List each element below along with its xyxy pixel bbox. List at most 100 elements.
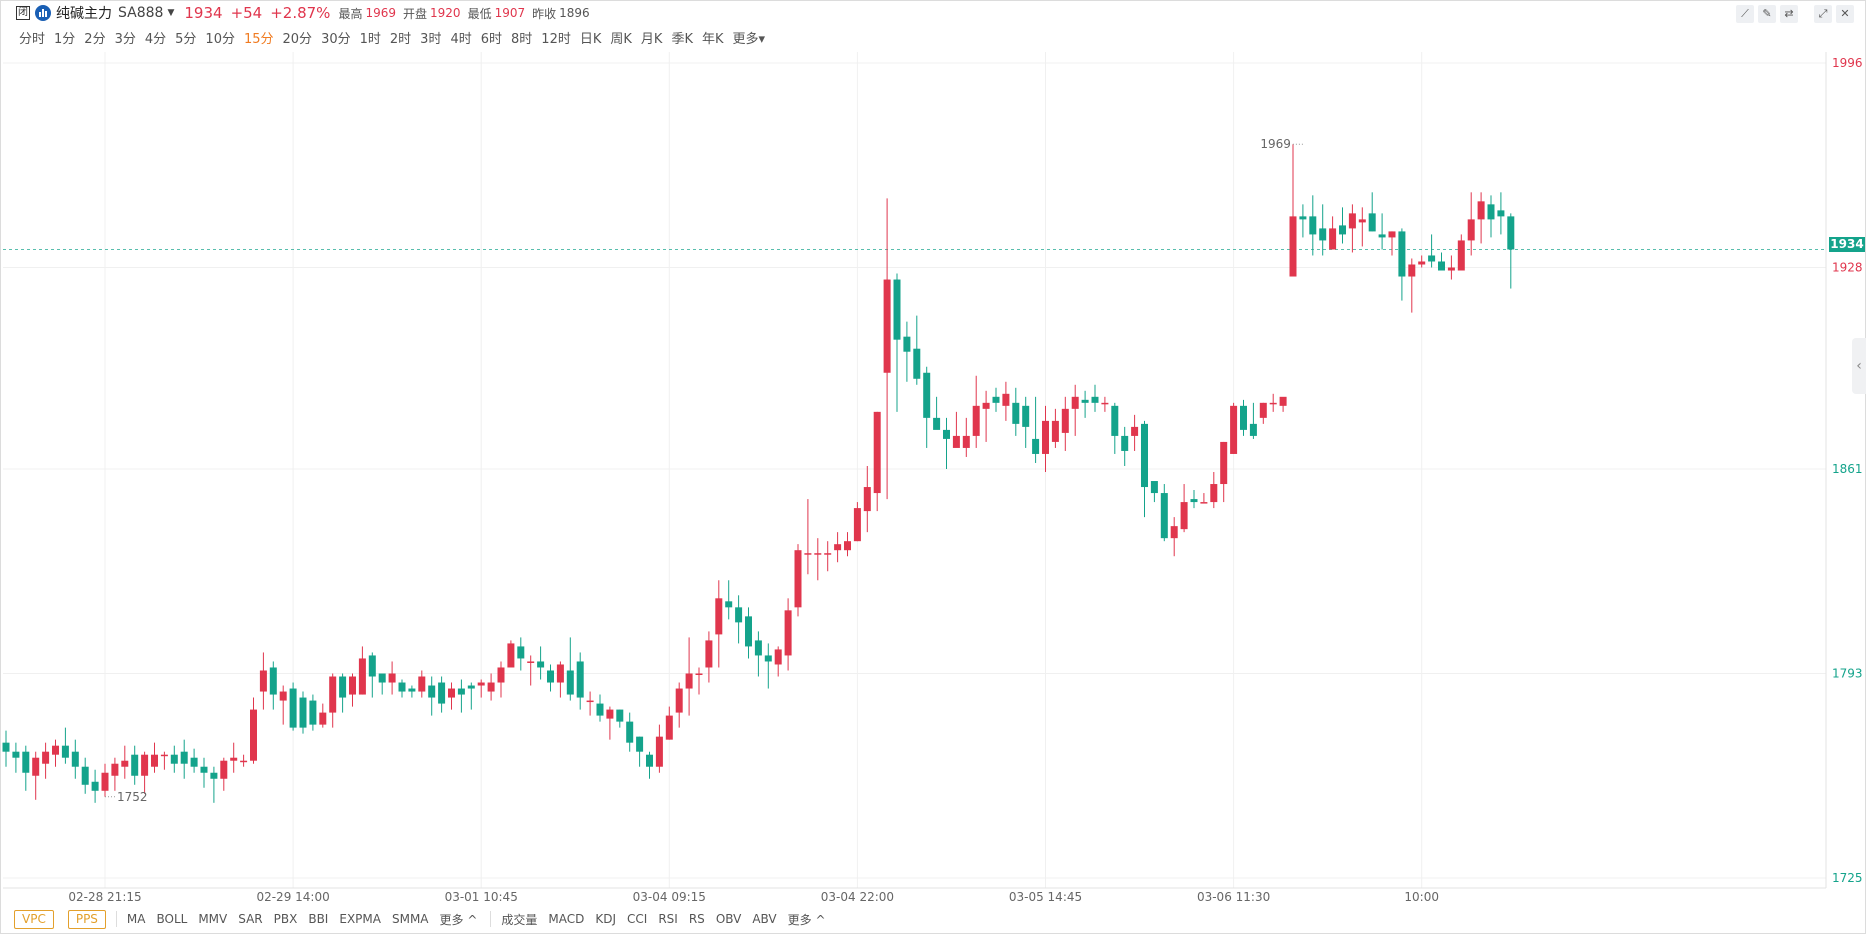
pen-tool-icon[interactable]: ✎: [1758, 5, 1776, 23]
candle-body-78: [774, 649, 782, 665]
period-17[interactable]: 日K: [579, 32, 602, 47]
period-3[interactable]: 3分: [114, 32, 136, 47]
overlay-toggle-1[interactable]: PPS: [67, 909, 106, 929]
candle-body-81: [804, 553, 812, 555]
candle-body-125: [1240, 405, 1247, 430]
period-21[interactable]: 年K: [701, 32, 724, 47]
candle-body-79: [784, 610, 792, 656]
x-tick-label-4: 03-04 22:00: [821, 890, 894, 904]
candle-body-141: [1398, 231, 1406, 277]
candle-body-62: [616, 709, 624, 722]
period-11[interactable]: 2时: [389, 32, 412, 47]
candle-body-136: [1348, 213, 1356, 229]
sub-indicator-5[interactable]: RS: [688, 912, 705, 926]
sub-indicator-8[interactable]: 更多 ^: [787, 912, 826, 927]
chart-toolbar: ⟋ ✎ ⇄ ⤢ ✕: [1736, 5, 1854, 23]
candle-body-112: [1111, 405, 1119, 436]
period-14[interactable]: 6时: [480, 32, 503, 47]
period-18[interactable]: 周K: [610, 32, 632, 47]
period-9[interactable]: 30分: [321, 32, 351, 47]
sub-indicator-1[interactable]: MACD: [548, 912, 585, 926]
prev-close-value: 1896: [559, 6, 590, 20]
candle-body-69: [685, 673, 693, 689]
candle-body-128: [1269, 402, 1277, 405]
main-indicator-7[interactable]: SMMA: [391, 912, 429, 926]
main-indicator-8[interactable]: 更多 ^: [439, 912, 478, 927]
candle-body-138: [1368, 213, 1376, 232]
sub-indicator-6[interactable]: OBV: [715, 912, 742, 926]
candle-body-72: [715, 598, 723, 635]
y-tick-label-3: 1793: [1832, 666, 1863, 680]
main-indicator-2[interactable]: MMV: [198, 912, 228, 926]
main-indicator-3[interactable]: SAR: [238, 912, 263, 926]
candle-body-97: [962, 435, 970, 448]
candle-body-135: [1339, 225, 1346, 235]
candle-body-113: [1121, 435, 1129, 451]
candle-body-21: [210, 772, 218, 779]
high-marker-label: 1969: [1260, 137, 1291, 151]
period-15[interactable]: 8时: [511, 32, 533, 47]
candle-body-13: [131, 754, 139, 776]
candle-body-121: [1200, 502, 1208, 504]
period-5[interactable]: 5分: [175, 32, 197, 47]
candle-body-143: [1418, 261, 1426, 265]
period-19[interactable]: 月K: [640, 32, 663, 47]
candle-body-47: [467, 685, 475, 689]
candle-body-148: [1467, 219, 1475, 241]
low-marker-label: 1752: [117, 790, 148, 804]
candle-body-133: [1319, 228, 1327, 241]
candle-body-37: [368, 655, 376, 677]
candle-body-12: [121, 760, 129, 767]
main-indicator-5[interactable]: BBI: [308, 912, 329, 926]
candle-body-23: [230, 757, 238, 761]
period-1[interactable]: 1分: [54, 32, 76, 47]
candle-body-19: [190, 757, 198, 767]
sub-indicator-3[interactable]: CCI: [627, 912, 648, 926]
expand-icon[interactable]: ⤢: [1814, 5, 1832, 23]
main-indicator-0[interactable]: MA: [126, 912, 146, 926]
main-indicator-4[interactable]: PBX: [273, 912, 298, 926]
instrument-code[interactable]: SA888: [118, 5, 164, 21]
panel-toggle-icon[interactable]: 闭: [16, 6, 30, 20]
candle-body-90: [893, 279, 901, 340]
candle-body-66: [655, 736, 663, 767]
period-7[interactable]: 15分: [243, 32, 274, 47]
chevron-down-icon[interactable]: ▼: [167, 8, 175, 18]
candle-body-137: [1358, 219, 1366, 223]
close-icon[interactable]: ✕: [1836, 5, 1854, 23]
compare-icon[interactable]: ⇄: [1780, 5, 1798, 23]
line-tool-icon[interactable]: ⟋: [1736, 5, 1754, 23]
period-20[interactable]: 季K: [671, 32, 693, 47]
sub-indicator-4[interactable]: RSI: [658, 912, 678, 926]
period-10[interactable]: 1时: [359, 32, 381, 47]
main-indicator-1[interactable]: BOLL: [156, 912, 188, 926]
period-12[interactable]: 3时: [420, 32, 442, 47]
candle-body-127: [1259, 402, 1267, 418]
period-13[interactable]: 4时: [450, 32, 472, 47]
sub-indicator-7[interactable]: ABV: [752, 912, 777, 926]
candle-body-44: [438, 682, 446, 704]
candle-body-91: [903, 336, 911, 352]
period-2[interactable]: 2分: [84, 32, 106, 47]
candle-body-71: [705, 640, 713, 668]
sub-indicator-2[interactable]: KDJ: [595, 912, 617, 926]
candle-body-49: [487, 682, 495, 692]
candle-body-131: [1299, 216, 1307, 220]
main-indicator-6[interactable]: EXPMA: [339, 912, 381, 926]
candle-body-3: [32, 757, 40, 776]
candle-body-5: [52, 745, 59, 755]
sub-indicator-0[interactable]: 成交量: [501, 912, 538, 927]
candle-body-48: [477, 682, 485, 686]
chevron-left-icon[interactable]: ‹: [1852, 338, 1866, 394]
candle-body-92: [913, 348, 921, 379]
candle-body-85: [844, 541, 851, 551]
period-4[interactable]: 4分: [144, 32, 167, 47]
period-6[interactable]: 10分: [205, 32, 235, 47]
period-16[interactable]: 12时: [541, 32, 571, 47]
period-22[interactable]: 更多▾: [732, 32, 766, 47]
period-0[interactable]: 分时: [19, 32, 46, 47]
period-8[interactable]: 20分: [282, 32, 313, 47]
overlay-toggle-0[interactable]: VPC: [14, 909, 54, 929]
candle-body-0: [2, 742, 10, 752]
